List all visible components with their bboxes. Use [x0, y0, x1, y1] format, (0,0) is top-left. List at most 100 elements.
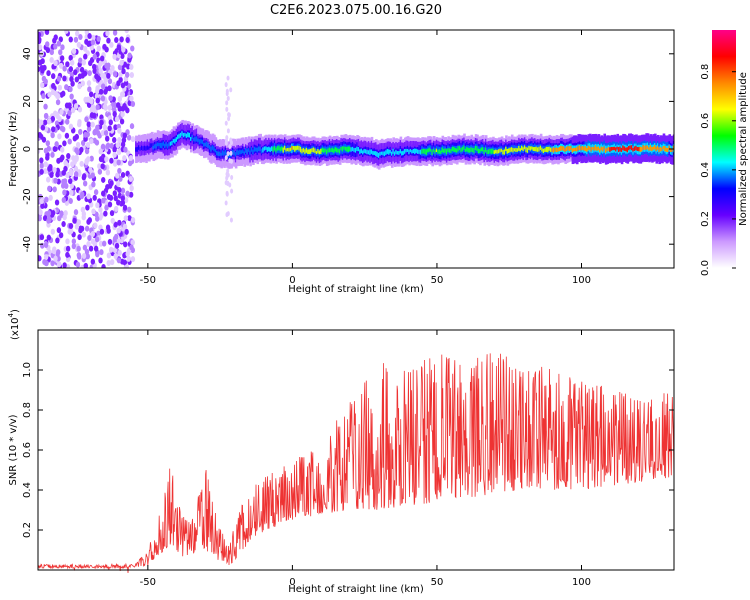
noise-cell — [115, 142, 121, 149]
ridge-cell — [402, 150, 406, 155]
noise-cell — [99, 119, 104, 126]
ridge-cell — [432, 148, 436, 152]
ridge-cell — [135, 147, 138, 152]
noise-cell — [96, 75, 101, 82]
noise-cell — [56, 75, 62, 82]
noise-cell — [98, 88, 104, 95]
noise-cell — [73, 209, 79, 216]
ridge-cell — [422, 148, 426, 154]
noise-cell — [77, 106, 83, 113]
spectrogram-y-ticks: -40 -20 0 20 40 — [22, 47, 674, 252]
ridge-cell — [333, 148, 336, 154]
ridge-cell — [311, 148, 315, 153]
ridge-cell — [191, 134, 195, 139]
ridge-cell — [567, 146, 570, 151]
ridge-cell — [177, 134, 180, 140]
noise-cell — [41, 136, 47, 143]
noise-cell — [77, 73, 83, 80]
noise-cell — [63, 165, 68, 172]
ridge-cell — [253, 146, 257, 152]
ridge-cell — [145, 146, 148, 151]
snr-multiplier-close: ) — [10, 309, 21, 313]
noise-cell — [88, 166, 93, 173]
noise-cell — [68, 228, 74, 235]
noise-cell — [78, 57, 83, 64]
noise-cell — [70, 80, 75, 87]
ridge-cell — [318, 150, 322, 155]
noise-cell — [86, 240, 91, 247]
spectrogram-marks — [38, 30, 674, 268]
noise-cell — [90, 258, 96, 265]
noise-cell — [67, 138, 72, 145]
noise-cell — [229, 87, 233, 93]
ridge-cell — [399, 149, 403, 154]
noise-cell — [62, 189, 67, 196]
ridge-cell — [263, 146, 267, 151]
noise-cell — [68, 54, 73, 61]
noise-cell — [56, 227, 62, 234]
ridge-cell — [409, 148, 413, 153]
noise-cell — [122, 223, 128, 230]
ridge-cell — [505, 146, 508, 152]
ridge-cell — [281, 146, 284, 151]
noise-cell — [119, 36, 124, 43]
noise-cell — [73, 103, 79, 110]
noise-cell — [40, 58, 45, 65]
ridge-cell — [357, 147, 361, 152]
noise-cell — [116, 80, 121, 87]
noise-cell — [126, 134, 132, 141]
noise-cell — [112, 53, 117, 60]
noise-cell — [225, 100, 229, 106]
colorbar-tick-label: 0.8 — [700, 64, 711, 80]
ridge-cell — [457, 146, 461, 152]
noise-cell — [112, 190, 117, 197]
colorbar-label: Normalized spectral amplitude — [738, 72, 749, 226]
ridge-cell — [275, 147, 278, 153]
snr-x-ticks: -50 0 50 100 — [140, 330, 591, 588]
ridge-cell — [643, 145, 647, 150]
noise-cell — [124, 30, 129, 34]
ridge-cell — [289, 147, 293, 152]
ridge-cell — [414, 148, 417, 155]
noise-cell — [63, 210, 68, 217]
ridge-cell — [240, 150, 244, 154]
ridge-cell — [344, 146, 348, 151]
noise-cell — [227, 112, 231, 118]
noise-cell — [62, 75, 67, 82]
noise-cell — [116, 159, 121, 166]
ridge-cell — [349, 146, 352, 152]
ridge-cell — [161, 142, 164, 149]
ridge-cell — [512, 147, 515, 153]
noise-cell — [87, 235, 92, 242]
ridge-cell — [390, 151, 394, 156]
noise-cell — [46, 176, 51, 183]
noise-cell — [64, 30, 69, 34]
noise-cell — [52, 167, 57, 174]
noise-cell — [49, 56, 54, 63]
noise-cell — [103, 88, 108, 95]
ridge-cell — [255, 147, 258, 152]
noise-cell — [124, 264, 129, 268]
noise-cell — [130, 101, 136, 108]
noise-cell — [46, 217, 51, 224]
ridge-cell — [359, 149, 362, 155]
ridge-cell — [366, 149, 369, 155]
ridge-cell — [379, 152, 382, 156]
noise-cell — [82, 180, 88, 187]
ridge-cell — [304, 149, 307, 154]
ridge-cell — [425, 149, 429, 155]
noise-cell — [109, 210, 115, 217]
ridge-cell — [529, 146, 533, 151]
ridge-cell — [638, 147, 641, 152]
noise-cell — [65, 245, 71, 252]
noise-cell — [125, 107, 130, 114]
noise-cell — [42, 119, 48, 126]
noise-cell — [115, 180, 121, 187]
ridge-cell — [305, 147, 309, 153]
noise-cell — [46, 70, 51, 77]
noise-cell — [38, 31, 42, 38]
noise-cell — [82, 173, 87, 180]
ridge-cell — [299, 146, 303, 153]
ridge-cell — [473, 148, 476, 154]
ridge-cell — [658, 147, 661, 153]
